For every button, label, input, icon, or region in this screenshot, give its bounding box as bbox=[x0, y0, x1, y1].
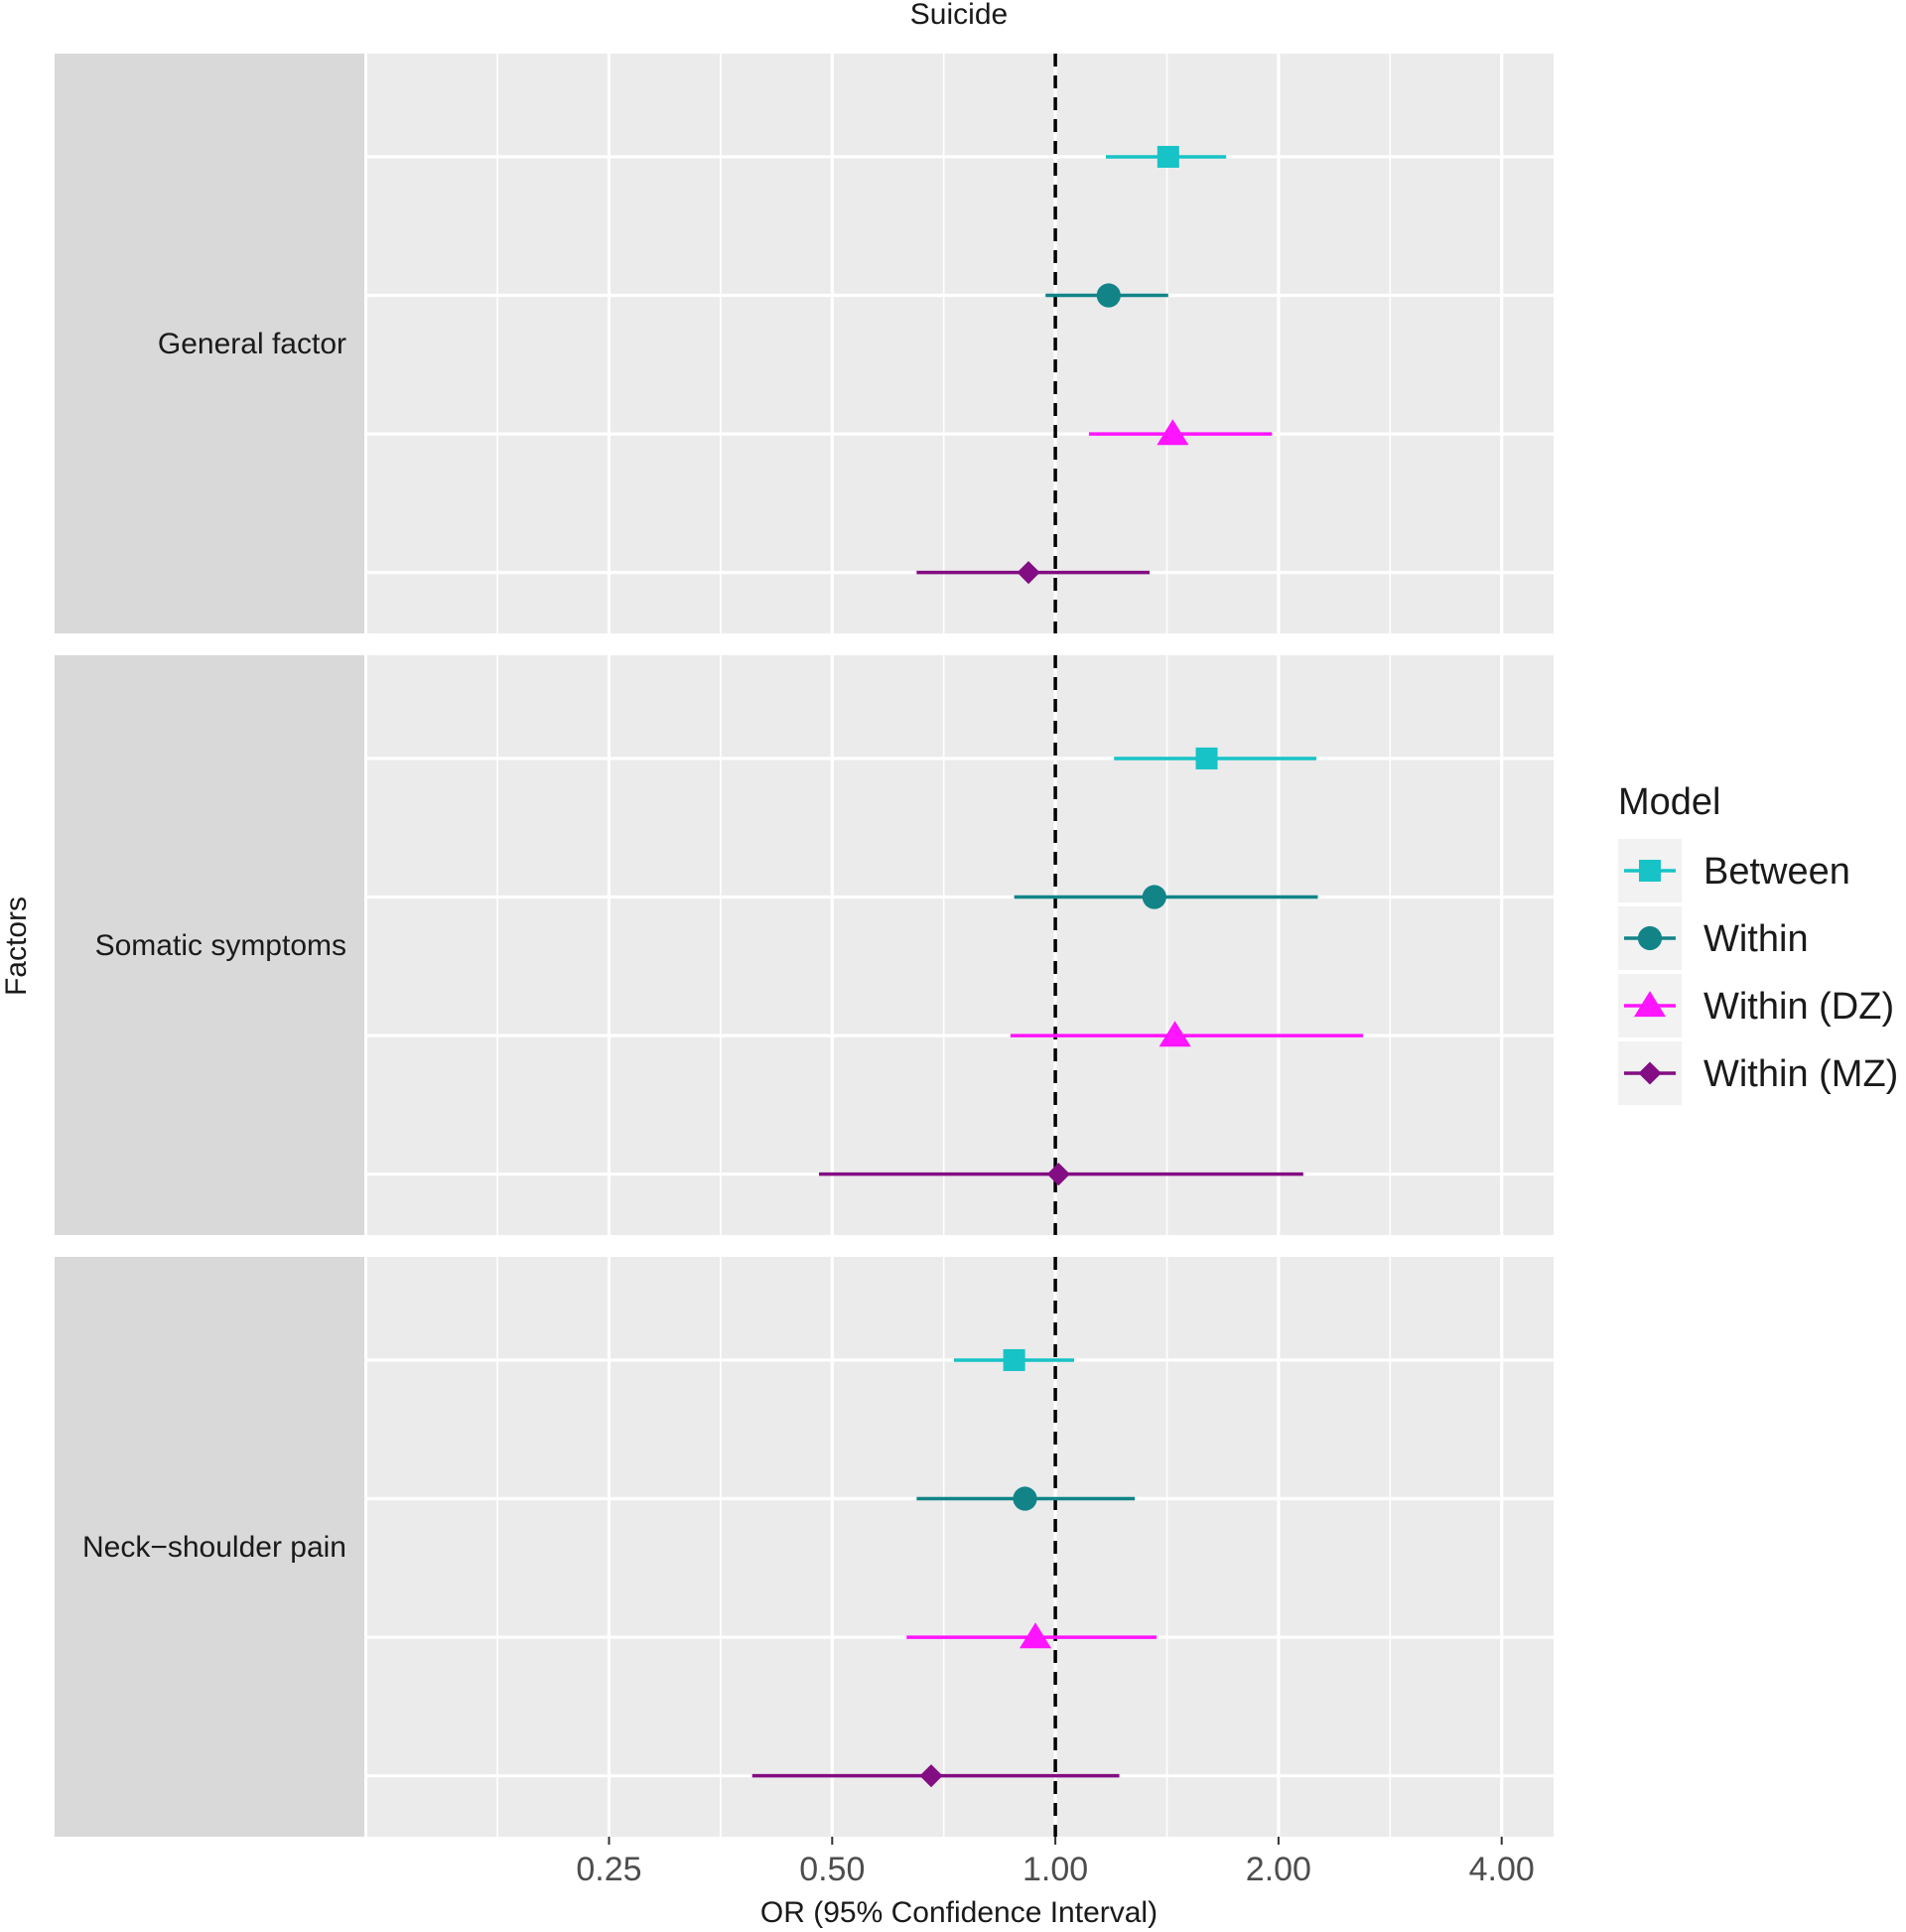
x-tick-label: 1.00 bbox=[1022, 1851, 1088, 1888]
point-between bbox=[1003, 1348, 1025, 1371]
panel-neck-shoulder-pain: Neck−shoulder pain bbox=[55, 1257, 1554, 1837]
x-tick-label: 0.25 bbox=[576, 1851, 641, 1888]
point-within-dz bbox=[1019, 1622, 1052, 1649]
panel-label: General factor bbox=[158, 328, 346, 360]
x-tick-label: 2.00 bbox=[1246, 1851, 1311, 1888]
legend-label: Between bbox=[1703, 851, 1850, 893]
panel-background bbox=[367, 54, 1554, 633]
point-between bbox=[1195, 747, 1218, 769]
legend-item-between: Between bbox=[1618, 839, 1850, 902]
legend-label: Within (MZ) bbox=[1703, 1053, 1898, 1095]
point-within bbox=[1096, 283, 1121, 308]
panels: General factor Somatic symptoms Neck−shoul… bbox=[55, 54, 1554, 1837]
legend-item-within-dz: Within (DZ) bbox=[1618, 974, 1894, 1037]
point-within-mz bbox=[1046, 1163, 1070, 1186]
panel-strip bbox=[55, 1257, 364, 1837]
panel-somatic-symptoms: Somatic symptoms bbox=[55, 655, 1554, 1235]
legend-label: Within (DZ) bbox=[1703, 986, 1894, 1028]
chart-title: Suicide bbox=[910, 0, 1008, 31]
point-within-mz bbox=[1017, 561, 1040, 585]
y-axis-title: Factors bbox=[0, 897, 33, 996]
point-within bbox=[1013, 1486, 1037, 1511]
legend-item-within: Within bbox=[1618, 906, 1809, 970]
point-between bbox=[1157, 145, 1179, 168]
x-tick-label: 4.00 bbox=[1469, 1851, 1535, 1888]
panel-label: Somatic symptoms bbox=[95, 929, 346, 962]
panel-background bbox=[367, 655, 1554, 1235]
point-within-mz bbox=[919, 1764, 943, 1788]
panel-strip bbox=[55, 54, 364, 633]
legend-title: Model bbox=[1618, 781, 1721, 823]
point-within-dz bbox=[1158, 1021, 1191, 1047]
x-tick-label: 0.50 bbox=[799, 1851, 865, 1888]
x-axis-title: OR (95% Confidence Interval) bbox=[760, 1896, 1157, 1929]
point-within-dz bbox=[1157, 419, 1189, 446]
legend-key-diamond bbox=[1638, 1061, 1662, 1085]
x-axis-ticks: 0.25 0.50 1.00 2.00 4.00 bbox=[576, 1837, 1535, 1888]
legend-item-within-mz: Within (MZ) bbox=[1618, 1041, 1898, 1105]
point-within bbox=[1142, 885, 1166, 909]
panel-label: Neck−shoulder pain bbox=[82, 1531, 346, 1564]
panel-general-factor: General factor bbox=[55, 54, 1554, 633]
panel-background bbox=[367, 1257, 1554, 1837]
legend-key-square bbox=[1639, 860, 1661, 882]
legend-key-circle bbox=[1637, 925, 1663, 951]
legend-label: Within bbox=[1703, 918, 1809, 960]
panel-strip bbox=[55, 655, 364, 1235]
legend: Model Between Within Within (DZ) Within (MZ… bbox=[1618, 781, 1898, 1105]
legend-key-triangle bbox=[1633, 991, 1667, 1018]
